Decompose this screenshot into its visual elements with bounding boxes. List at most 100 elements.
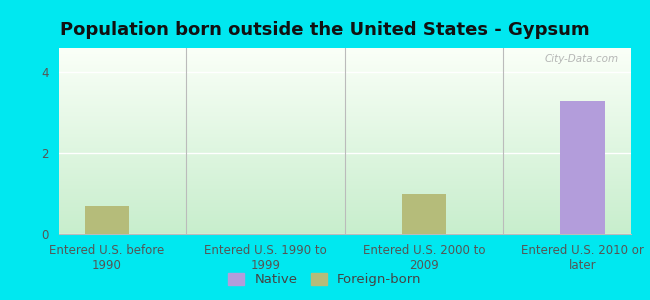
Bar [58,223,630,224]
Bar [58,218,630,219]
Bar [58,79,630,80]
Bar [58,197,630,198]
Bar [58,142,630,143]
Bar [58,50,630,51]
Bar [58,167,630,168]
Bar [58,131,630,132]
Bar [58,173,630,175]
Bar [58,104,630,105]
Bar [58,120,630,121]
Bar [58,215,630,216]
Bar [58,86,630,87]
Bar [58,213,630,214]
Bar [58,138,630,139]
Bar [58,95,630,96]
Bar [58,66,630,67]
Bar [58,154,630,155]
Bar [58,70,630,71]
Bar [58,232,630,233]
Bar [58,110,630,111]
Bar [58,182,630,183]
Bar [58,205,630,206]
Bar [58,194,630,195]
Bar [58,161,630,162]
Bar [58,221,630,222]
Bar [58,149,630,150]
Bar [58,172,630,173]
Bar [58,112,630,113]
Bar [58,48,630,49]
Bar [58,158,630,159]
Bar [58,99,630,100]
Bar [58,102,630,103]
Bar [58,216,630,217]
Bar [58,107,630,108]
Bar [58,128,630,129]
Bar [58,65,630,66]
Bar [58,169,630,170]
Bar [58,58,630,59]
Bar [58,88,630,89]
Bar [58,193,630,194]
Bar [58,57,630,58]
Bar [58,146,630,147]
Bar [58,163,630,164]
Bar [58,181,630,182]
Bar [58,139,630,140]
Bar [58,116,630,117]
Bar [58,224,630,225]
Bar [58,63,630,64]
Bar [402,194,446,234]
Bar [58,230,630,231]
Bar [58,160,630,161]
Bar [58,212,630,213]
Bar [58,85,630,86]
Bar [58,180,630,181]
Bar [58,189,630,190]
Bar [58,145,630,146]
Bar [58,199,630,200]
Bar [58,54,630,55]
Bar [58,72,630,73]
Bar [58,82,630,83]
Bar [58,119,630,120]
Bar [58,71,630,72]
Bar [58,186,630,187]
Bar [58,90,630,91]
Bar [58,84,630,85]
Bar [58,206,630,207]
Bar [58,225,630,226]
Bar [58,117,630,118]
Text: Population born outside the United States - Gypsum: Population born outside the United State… [60,21,590,39]
Bar [58,155,630,156]
Bar [58,229,630,230]
Bar [58,147,630,148]
Bar [58,204,630,205]
Bar [58,74,630,75]
Bar [58,67,630,68]
Bar [58,106,630,107]
Bar [58,126,630,127]
Bar [58,211,630,212]
Bar [58,105,630,106]
Bar [58,170,630,171]
Bar [58,101,630,102]
Bar [58,132,630,133]
Bar [58,190,630,191]
Bar [58,220,630,221]
Bar [58,202,630,203]
Bar [58,77,630,78]
Bar [58,75,630,76]
Bar [58,82,630,83]
Bar [58,49,630,50]
Bar [58,136,630,137]
Bar [58,121,630,122]
Bar [58,151,630,152]
Bar [58,108,630,110]
Bar [58,122,630,123]
Bar [58,228,630,229]
Bar [58,171,630,172]
Bar [58,87,630,88]
Bar [58,202,630,203]
Bar [58,176,630,177]
